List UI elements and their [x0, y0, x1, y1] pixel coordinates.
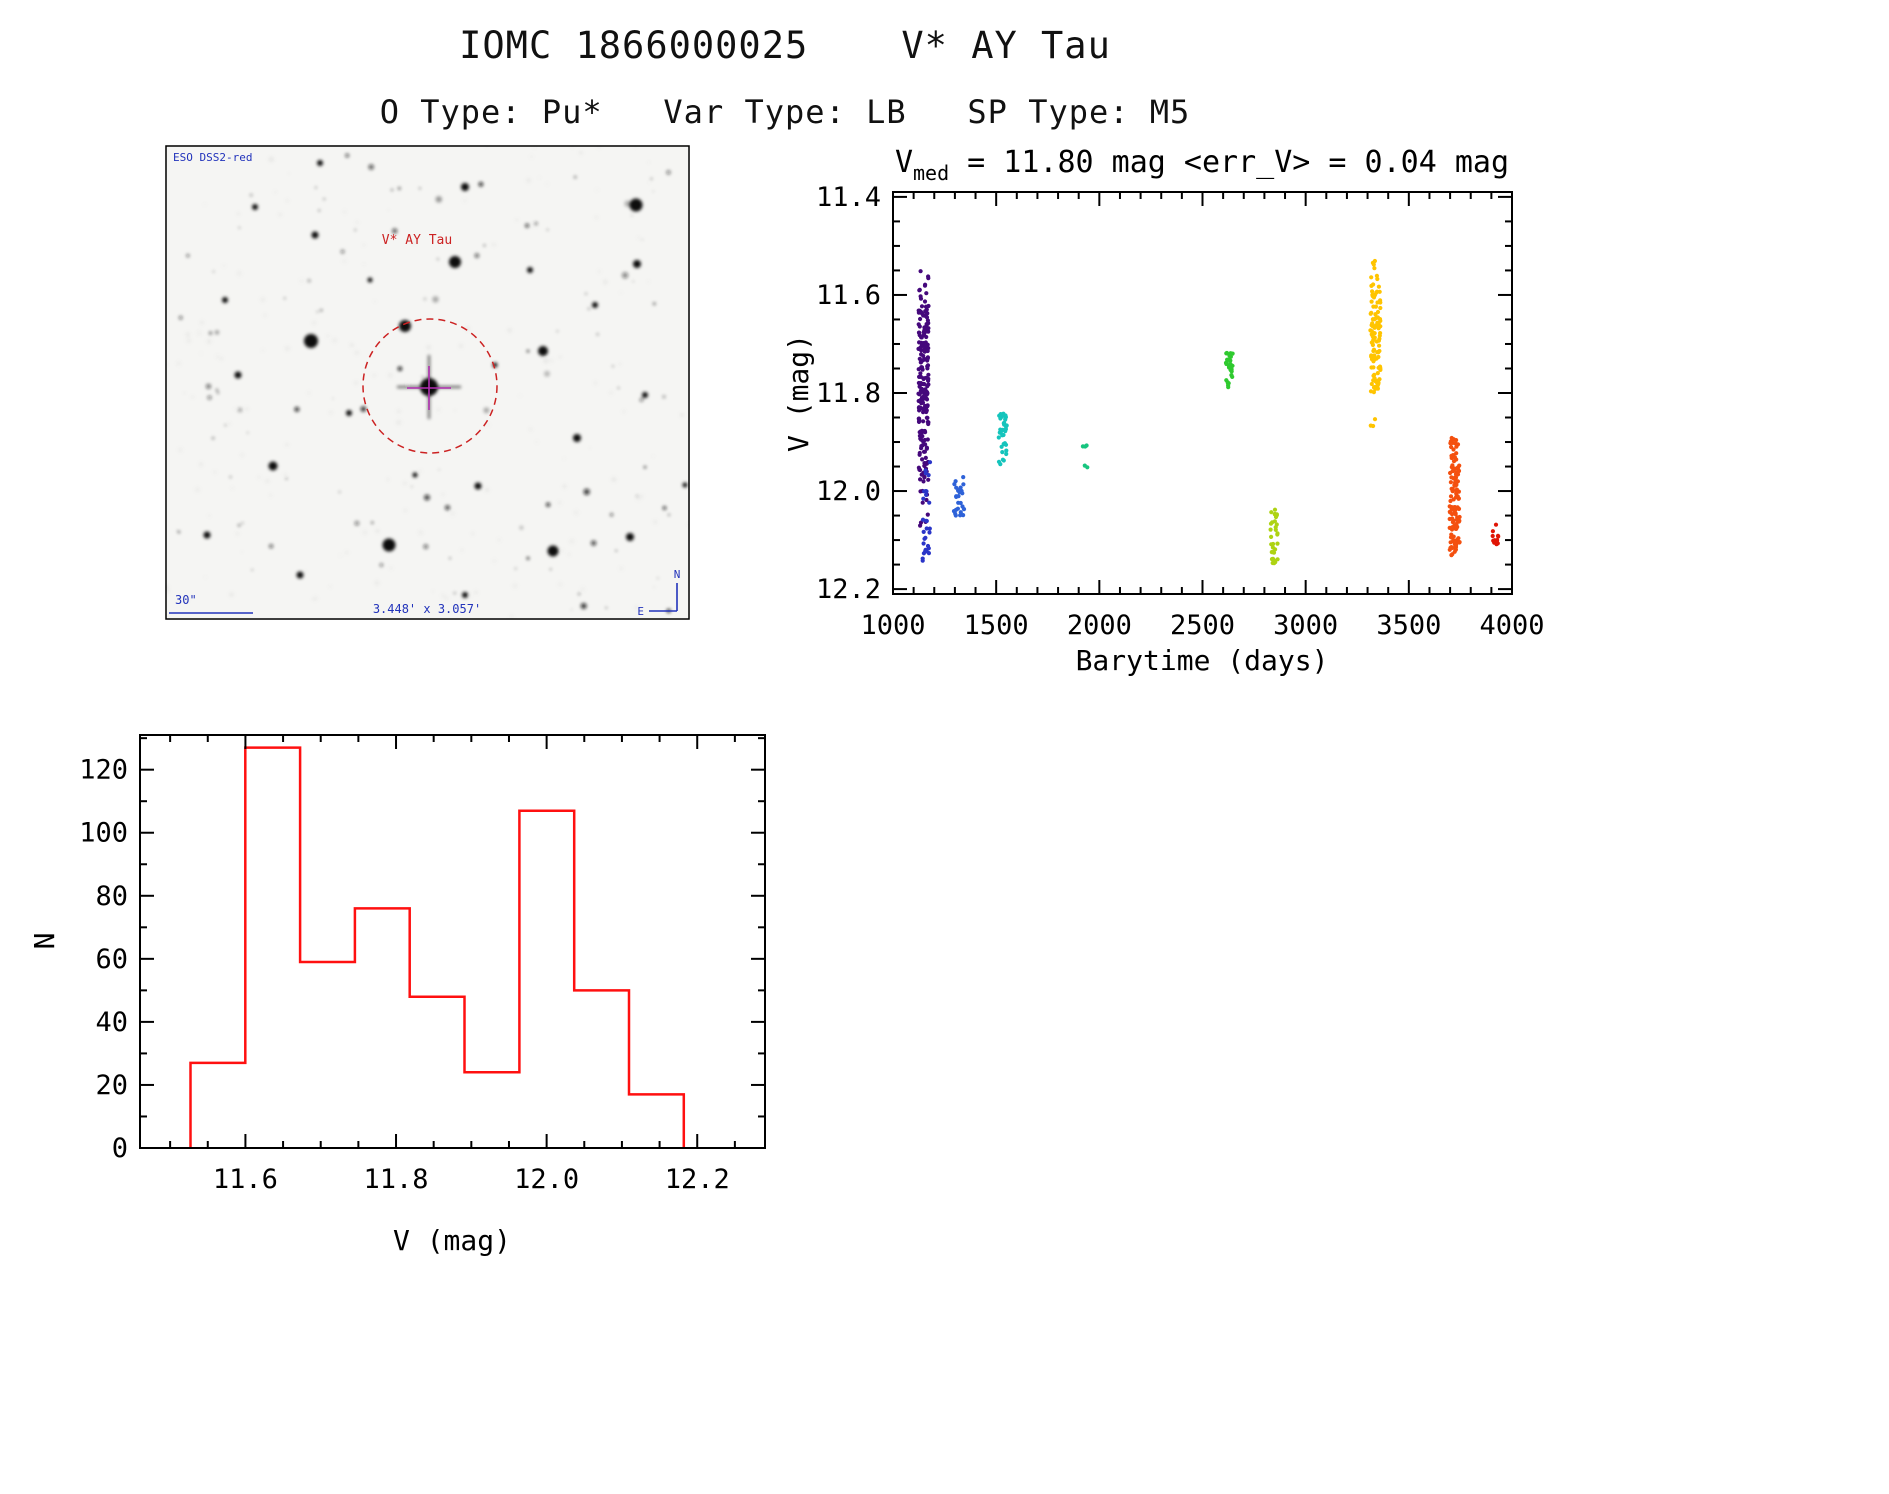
x-tick-label: 11.8 — [364, 1164, 429, 1195]
x-tick-label: 2500 — [1170, 610, 1235, 641]
x-tick-label: 1000 — [860, 610, 925, 641]
y-tick-label: 40 — [95, 1007, 128, 1038]
lightcurve-title-sub: med — [913, 161, 949, 185]
page-title: IOMC 1866000025 V* AY Tau — [459, 24, 1111, 67]
finder-frame — [165, 145, 690, 620]
axes — [139, 734, 766, 1149]
tick-labels: 1000 1500 2000 2500 3000 3500 4000 11.4 11.6 11.8… — [816, 182, 1545, 641]
compass-north-label: N — [674, 568, 681, 581]
y-tick-label: 0 — [112, 1133, 128, 1164]
y-tick-label: 20 — [95, 1070, 128, 1101]
scale-label: 30" — [175, 593, 197, 607]
lightcurve-points — [916, 258, 1501, 566]
lightcurve-plot: Vmed = 11.80 mag <err_V> = 0.04 mag Bary… — [782, 145, 1545, 677]
lightcurve-title: Vmed = 11.80 mag <err_V> = 0.04 mag — [895, 145, 1509, 185]
y-tick-label: 11.8 — [816, 378, 881, 409]
axes — [892, 191, 1513, 595]
x-tick-label: 11.6 — [213, 1164, 278, 1195]
aperture-circle — [362, 318, 498, 454]
target-label: V* AY Tau — [382, 233, 452, 248]
tick-labels: 11.6 11.8 12.0 12.2 0 20 40 60 80 100 120 — [79, 755, 730, 1195]
y-tick-label: 60 — [95, 944, 128, 975]
y-tick-label: 100 — [79, 818, 128, 849]
compass-east-label: E — [637, 605, 644, 618]
finder-chart-image: ESO DSS2-red V* AY Tau 30" 3.448' x 3.05… — [165, 145, 690, 620]
lightcurve-ylabel: V (mag) — [782, 334, 815, 452]
x-tick-label: 1500 — [964, 610, 1029, 641]
y-tick-label: 80 — [95, 881, 128, 912]
y-tick-label: 12.0 — [816, 476, 881, 507]
x-tick-label: 2000 — [1067, 610, 1132, 641]
y-tick-label: 11.6 — [816, 280, 881, 311]
lightcurve-xlabel: Barytime (days) — [1076, 644, 1329, 677]
page-subtitle: O Type: Pu* Var Type: LB SP Type: M5 — [379, 93, 1191, 131]
x-tick-label: 12.0 — [514, 1164, 579, 1195]
survey-label: ESO DSS2-red — [173, 151, 252, 164]
histogram-xlabel: V (mag) — [393, 1224, 511, 1257]
x-tick-label: 3000 — [1273, 610, 1338, 641]
histogram-bars — [189, 746, 686, 1148]
histogram-ylabel: N — [28, 933, 61, 950]
x-tick-label: 3500 — [1376, 610, 1441, 641]
x-tick-label: 12.2 — [665, 1164, 730, 1195]
compass-icon: N E — [637, 568, 680, 618]
x-tick-label: 4000 — [1479, 610, 1544, 641]
vmag-histogram: V (mag) N 11.6 11.8 12.0 12.2 0 20 40 60 80 100 12… — [28, 734, 766, 1257]
y-tick-label: 11.4 — [816, 182, 881, 213]
lightcurve-title-v: V — [895, 145, 913, 180]
fov-label: 3.448' x 3.057' — [373, 602, 481, 616]
y-tick-label: 120 — [79, 755, 128, 786]
lightcurve-title-rest: = 11.80 mag <err_V> = 0.04 mag — [949, 145, 1509, 180]
y-tick-label: 12.2 — [816, 574, 881, 605]
target-overlay — [362, 318, 498, 454]
